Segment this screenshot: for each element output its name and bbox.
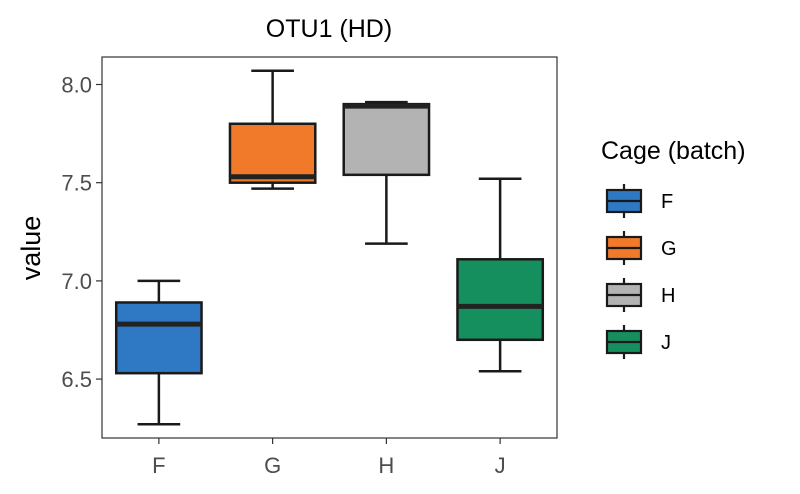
y-axis-title: value bbox=[16, 216, 46, 281]
legend-item-J: J bbox=[605, 325, 671, 359]
legend-label: J bbox=[661, 332, 671, 354]
x-tick-label: H bbox=[378, 453, 394, 478]
legend-title: Cage (batch) bbox=[601, 137, 746, 165]
box-F bbox=[114, 279, 203, 426]
legend-label: G bbox=[661, 238, 677, 260]
boxes bbox=[114, 69, 545, 426]
chart-title: OTU1 (HD) bbox=[266, 15, 392, 43]
y-tick-label: 7.5 bbox=[61, 171, 92, 196]
y-tick-label: 6.5 bbox=[61, 367, 92, 392]
plot-panel bbox=[101, 56, 558, 439]
box-body bbox=[114, 301, 203, 375]
box-body bbox=[228, 122, 317, 184]
box-H bbox=[342, 100, 431, 245]
box-G bbox=[228, 69, 317, 190]
y-axis: 6.5 7.0 7.5 8.0 bbox=[61, 72, 102, 392]
box-J bbox=[456, 177, 545, 373]
box-body bbox=[456, 258, 545, 342]
x-tick-label: G bbox=[264, 453, 281, 478]
y-tick-label: 7.0 bbox=[61, 269, 92, 294]
legend-label: H bbox=[661, 285, 675, 307]
legend-item-G: G bbox=[605, 231, 677, 265]
box-body bbox=[342, 102, 431, 177]
legend-item-H: H bbox=[605, 278, 675, 312]
legend-item-F: F bbox=[605, 184, 673, 218]
legend-label: F bbox=[661, 191, 673, 213]
legend: Cage (batch) F G H J bbox=[601, 137, 746, 359]
legend-keys: F G H J bbox=[605, 184, 677, 359]
x-tick-label: F bbox=[152, 453, 165, 478]
y-tick-label: 8.0 bbox=[61, 72, 92, 97]
x-tick-label: J bbox=[495, 453, 506, 478]
